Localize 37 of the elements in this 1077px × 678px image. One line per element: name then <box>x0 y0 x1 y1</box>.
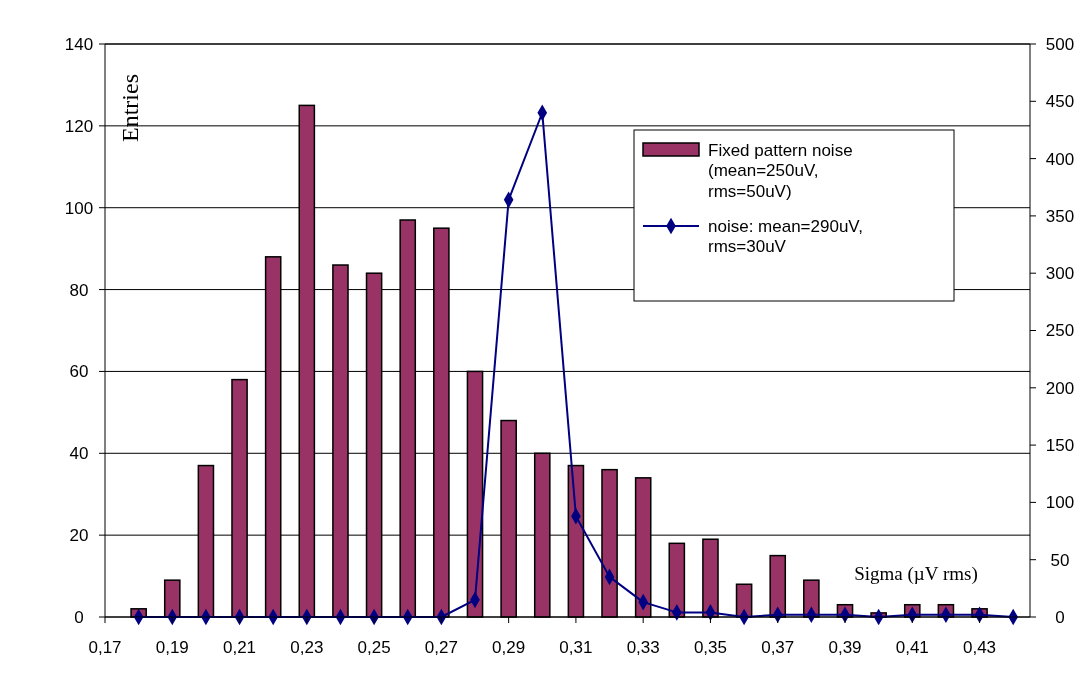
y2-tick-label: 250 <box>1045 321 1075 341</box>
x-tick-label: 0,29 <box>492 638 526 657</box>
y2-tick-label: 50 <box>1050 550 1070 570</box>
y2-tick-label: 100 <box>1045 493 1075 513</box>
y-tick-label: 140 <box>64 34 94 54</box>
x-tick-label: 0,33 <box>626 638 660 657</box>
y2-tick-label: 400 <box>1045 149 1075 169</box>
legend-label: Fixed pattern noise (mean=250uV, rms=50uV) <box>708 140 853 201</box>
y-tick-label: 120 <box>64 116 94 136</box>
y2-tick-label: 500 <box>1045 34 1075 54</box>
y2-tick-label: 300 <box>1045 264 1075 284</box>
x-tick-label: 0,21 <box>223 638 257 657</box>
y-tick-label: 20 <box>69 526 89 546</box>
x-tick-label: 0,37 <box>761 638 795 657</box>
x-tick-label: 0,31 <box>559 638 593 657</box>
x-tick-label: 0,27 <box>424 638 458 657</box>
x-tick-label: 0,25 <box>357 638 391 657</box>
x-tick-label: 0,39 <box>828 638 862 657</box>
y-tick-label: 60 <box>69 362 89 382</box>
y-tick-label: 100 <box>64 198 94 218</box>
x-tick-label: 0,43 <box>963 638 997 657</box>
x-tick-label: 0,35 <box>693 638 727 657</box>
y2-tick-label: 150 <box>1045 436 1075 456</box>
x-tick-label: 0,17 <box>88 638 122 657</box>
y-axis-title: Entries <box>117 74 143 142</box>
y2-tick-label: 450 <box>1045 92 1075 112</box>
x-tick-label: 0,23 <box>290 638 324 657</box>
y2-tick-label: 350 <box>1045 206 1075 226</box>
y-tick-label: 40 <box>69 444 89 464</box>
y-tick-label: 0 <box>74 607 84 627</box>
x-tick-label: 0,41 <box>895 638 929 657</box>
y2-tick-label: 0 <box>1055 607 1065 627</box>
x-axis-title: Sigma (µV rms) <box>854 563 978 585</box>
legend-label: noise: mean=290uV, rms=30uV <box>708 216 863 257</box>
y2-tick-label: 200 <box>1045 378 1075 398</box>
x-tick-label: 0,19 <box>155 638 189 657</box>
y-tick-label: 80 <box>69 280 89 300</box>
